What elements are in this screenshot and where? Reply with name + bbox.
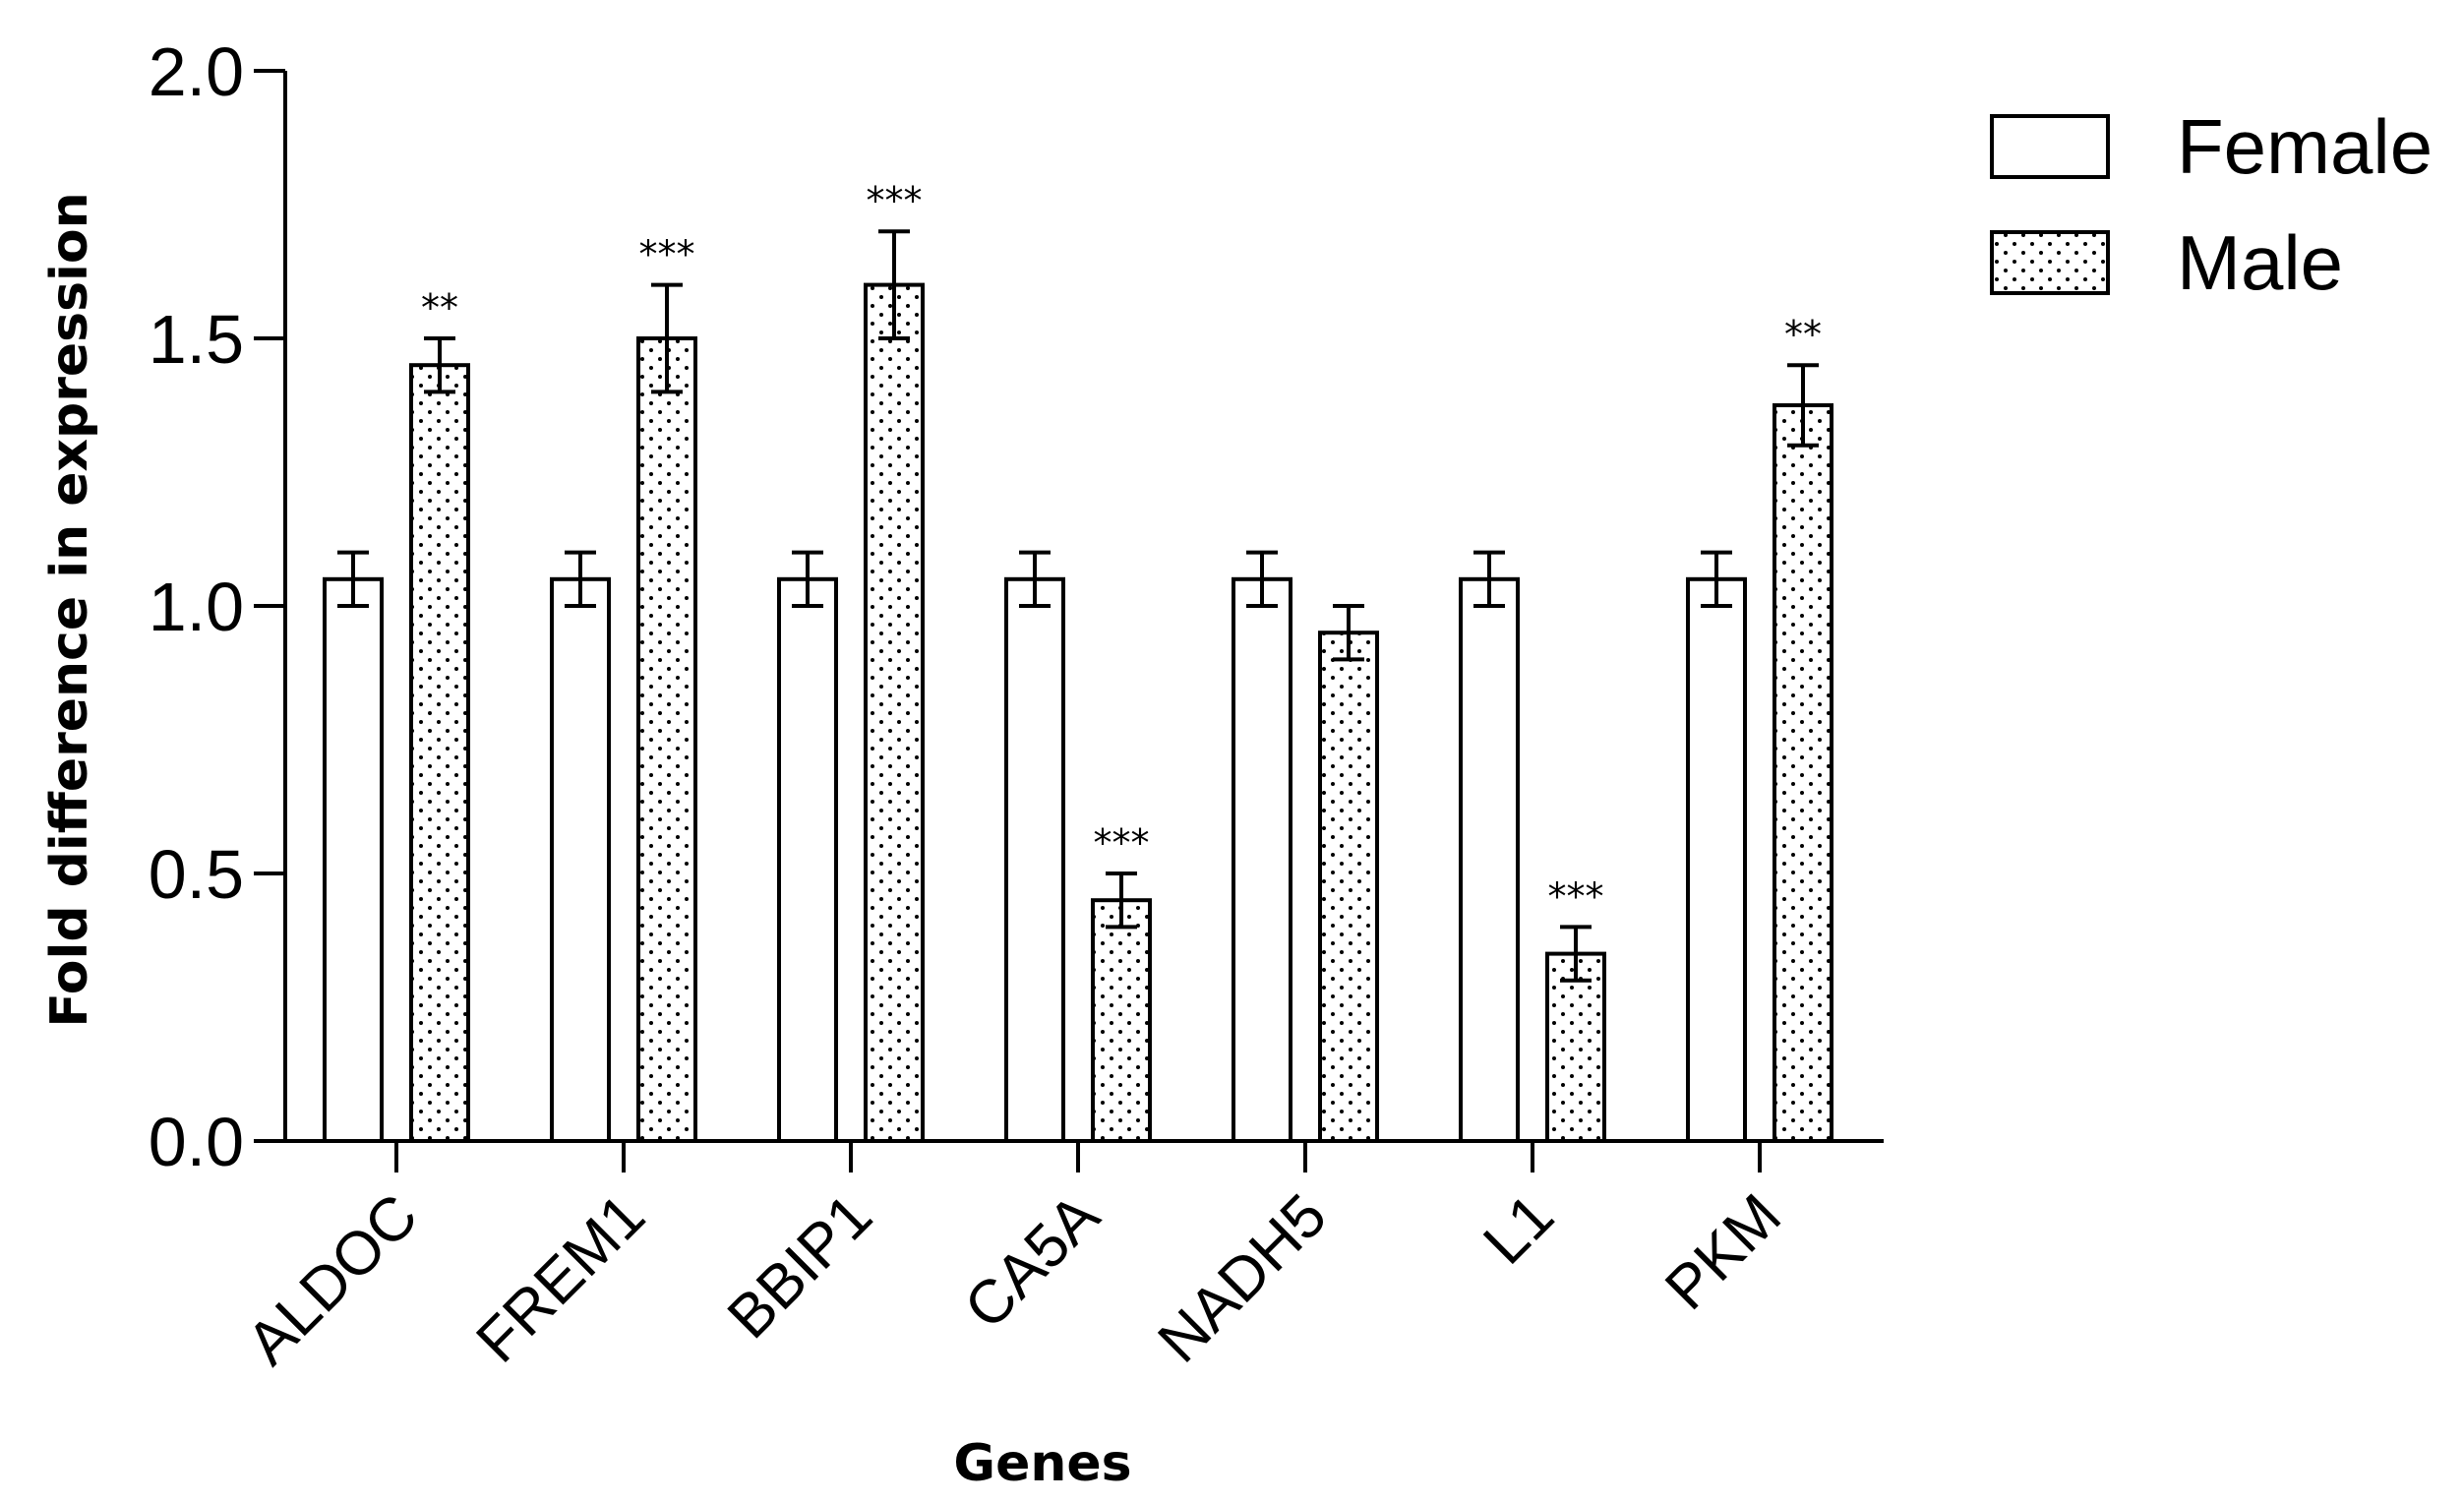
x-tick-label: ALDOC bbox=[234, 1181, 431, 1378]
x-tick-label: L1 bbox=[1471, 1181, 1567, 1278]
y-tick-label: 2.0 bbox=[149, 33, 244, 110]
bar-male-bbip1 bbox=[864, 282, 925, 1144]
significance-marker: *** bbox=[1094, 821, 1150, 865]
bar-female-aldoc bbox=[323, 576, 384, 1143]
axes bbox=[254, 69, 1884, 1172]
significance-marker: *** bbox=[1548, 874, 1604, 918]
x-tick-label: NADH5 bbox=[1145, 1181, 1339, 1375]
bar-female-l1 bbox=[1459, 576, 1520, 1143]
legend-label-female: Female bbox=[2177, 103, 2433, 190]
bar-female-frem1 bbox=[550, 576, 611, 1143]
y-tick-label: 1.0 bbox=[149, 569, 244, 645]
bar-male-pkm bbox=[1773, 403, 1833, 1143]
bar-male-ca5a bbox=[1091, 898, 1152, 1144]
x-tick-label: CA5A bbox=[952, 1181, 1113, 1343]
significance-marker: ** bbox=[1784, 313, 1822, 356]
y-axis-title: Fold difference in expression bbox=[40, 192, 99, 1027]
bar-female-nadh5 bbox=[1232, 576, 1292, 1143]
bar-male-aldoc bbox=[409, 363, 470, 1143]
legend-label-male: Male bbox=[2177, 219, 2343, 306]
tick-labels: 0.0 0.5 1.0 1.5 2.0 ** ALDOC *** FREM1 *** BBIP1 **… bbox=[149, 33, 1822, 1378]
significance-marker: *** bbox=[639, 233, 695, 276]
bar-male-l1 bbox=[1545, 951, 1606, 1143]
x-tick-label: PKM bbox=[1653, 1181, 1794, 1323]
bar-female-ca5a bbox=[1004, 576, 1065, 1143]
y-tick-label: 0.5 bbox=[149, 836, 244, 913]
bars bbox=[323, 229, 1833, 1144]
y-tick-label: 0.0 bbox=[149, 1104, 244, 1180]
legend: Female Male bbox=[1990, 103, 2433, 306]
legend-swatch-male bbox=[1990, 230, 2110, 295]
significance-marker: *** bbox=[867, 179, 923, 222]
bar-male-nadh5 bbox=[1318, 631, 1379, 1143]
y-tick-label: 1.5 bbox=[149, 301, 244, 378]
x-axis-title: Genes bbox=[953, 1434, 1131, 1493]
bar-female-bbip1 bbox=[777, 576, 838, 1143]
bar-male-frem1 bbox=[636, 336, 697, 1143]
x-tick-label: BBIP1 bbox=[715, 1181, 885, 1352]
significance-marker: ** bbox=[421, 286, 458, 330]
x-tick-label: FREM1 bbox=[464, 1181, 658, 1375]
legend-swatch-female bbox=[1990, 114, 2110, 179]
bar-female-pkm bbox=[1686, 576, 1747, 1143]
